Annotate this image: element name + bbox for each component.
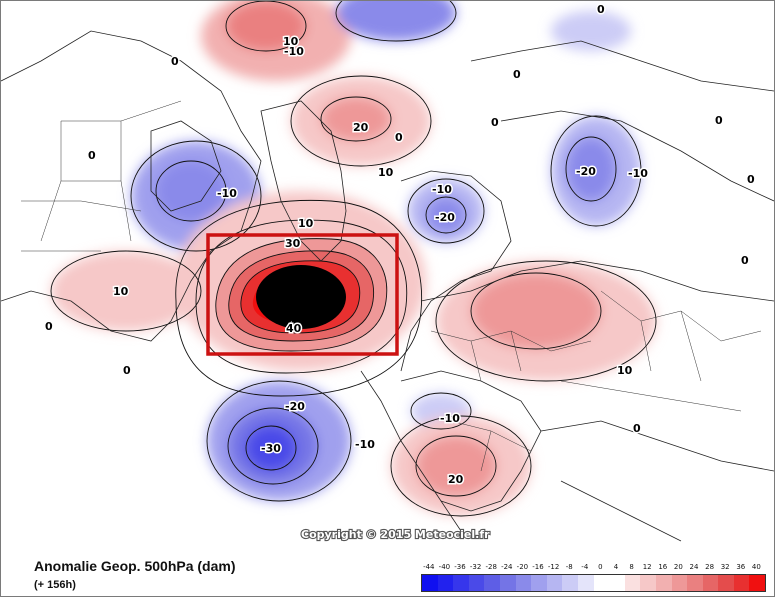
- contour-label: -20: [576, 165, 596, 178]
- contour-label: 10: [283, 35, 299, 48]
- legend-tick-label: 20: [673, 563, 683, 571]
- anomaly-positive-eurasia-core: [471, 273, 601, 349]
- contour-label: 0: [123, 364, 131, 377]
- legend-tick-label: -8: [565, 563, 573, 571]
- copyright-text: Copyright © 2015 Meteociel.fr: [301, 528, 490, 541]
- legend-color-cell: [733, 575, 750, 591]
- legend-tick-label: 36: [736, 563, 746, 571]
- legend-tick-label: 4: [613, 563, 619, 571]
- legend-tick-label: -4: [581, 563, 589, 571]
- contour-label: -20: [435, 211, 455, 224]
- contour-label: -10: [440, 412, 460, 425]
- legend-tick-label: 28: [705, 563, 715, 571]
- contour-label: -10: [432, 183, 452, 196]
- legend-tick-label: 16: [658, 563, 668, 571]
- contour-label: 0: [491, 116, 499, 129]
- map-footer: Anomalie Geop. 500hPa (dam) (+ 156h) -44…: [1, 549, 774, 596]
- forecast-lead-time: (+ 156h): [34, 579, 76, 591]
- contour-label: 0: [513, 68, 521, 81]
- legend-color-cell: [484, 575, 500, 591]
- legend-color-bar: [421, 574, 767, 592]
- legend-color-cell: [453, 575, 469, 591]
- contour-label: -10: [628, 167, 648, 180]
- contour-label: 10: [113, 285, 129, 298]
- contour-label: 10: [378, 166, 394, 179]
- contour-label: 0: [633, 422, 641, 435]
- map-title: Anomalie Geop. 500hPa (dam): [34, 558, 236, 574]
- legend-color-cell: [640, 575, 656, 591]
- contour-lines: [50, 1, 657, 517]
- legend-tick-label: -16: [532, 563, 544, 571]
- legend-color-cell: [749, 575, 766, 591]
- contour-label: 0: [171, 55, 179, 68]
- legend-color-cell: [718, 575, 734, 591]
- legend-color-cell: [624, 575, 641, 591]
- contour-label: 0: [741, 254, 749, 267]
- legend-color-cell: [546, 575, 563, 591]
- anomaly-negative-northeast: [551, 11, 631, 51]
- legend-color-cell: [671, 575, 688, 591]
- anomaly-negative-scandinavia-core: [426, 197, 466, 233]
- anomaly-negative-atlantic-core: [246, 426, 296, 470]
- contour-label: 0: [715, 114, 723, 127]
- anomaly-positive-mediterranean-core: [416, 436, 496, 496]
- legend-tick-label: 32: [720, 563, 730, 571]
- highlight-box: [206, 233, 399, 356]
- contour-label: 20: [448, 473, 464, 486]
- legend-tick-label: -28: [485, 563, 497, 571]
- contour-label: 20: [353, 121, 369, 134]
- legend-color-cell: [687, 575, 703, 591]
- coastlines: [1, 30, 774, 542]
- contour-label: 0: [45, 320, 53, 333]
- anomaly-peak-black: [256, 265, 346, 329]
- legend-tick-label: -36: [454, 563, 466, 571]
- anomaly-positive-north-core: [226, 1, 306, 51]
- anomaly-negative-canada-core: [156, 161, 226, 221]
- legend-tick-label: -20: [516, 563, 529, 571]
- legend-tick-label: -44: [423, 563, 435, 571]
- contour-label: 10: [617, 364, 633, 377]
- contour-label: -10: [355, 438, 375, 451]
- legend-color-cell: [422, 575, 438, 591]
- legend-tick-label: -12: [547, 563, 560, 571]
- anomaly-positive-usa: [51, 251, 201, 331]
- legend-color-cell: [609, 575, 625, 591]
- anomaly-positive-pole-core: [321, 97, 391, 141]
- contour-label: 0: [395, 131, 403, 144]
- legend-tick-label: -40: [438, 563, 451, 571]
- geopotential-anomaly-map: 10 -10 0 0 0 0 0 0 20 10 -10 -10 -20 -20…: [1, 1, 774, 549]
- anomaly-negative-north: [336, 1, 456, 41]
- legend-tick-label: 40: [751, 563, 761, 571]
- legend-color-cell: [515, 575, 532, 591]
- legend-color-cell: [562, 575, 578, 591]
- contour-label: -10: [217, 187, 237, 200]
- legend-color-cell: [593, 575, 610, 591]
- legend-tick-label: 0: [598, 563, 603, 571]
- political-borders: [21, 100, 762, 472]
- contour-label: 40: [286, 322, 302, 335]
- contour-label: -10: [284, 45, 304, 58]
- legend-tick-label: 12: [642, 563, 652, 571]
- legend-tick-label: 8: [629, 563, 634, 571]
- contour-label-group: 10 -10 0 0 0 0 0 0 20 10 -10 -10 -20 -20…: [44, 2, 757, 488]
- contour-label: 30: [285, 237, 301, 250]
- legend-color-cell: [702, 575, 719, 591]
- legend-color-cell: [468, 575, 485, 591]
- legend-color-cell: [499, 575, 516, 591]
- contour-label: 0: [88, 149, 96, 162]
- legend-tick-label: 24: [689, 563, 699, 571]
- contour-label: 0: [747, 173, 755, 186]
- contour-label: -30: [261, 442, 281, 455]
- anomaly-negative-siberia-core: [566, 137, 616, 201]
- legend-tick-label: -32: [469, 563, 482, 571]
- contour-label: -20: [285, 400, 305, 413]
- legend-color-cell: [531, 575, 547, 591]
- legend-tick-label: -24: [501, 563, 513, 571]
- legend-color-cell: [655, 575, 672, 591]
- contour-label: 0: [597, 3, 605, 16]
- legend-color-cell: [437, 575, 454, 591]
- legend-color-cell: [577, 575, 594, 591]
- contour-label: 10: [298, 217, 314, 230]
